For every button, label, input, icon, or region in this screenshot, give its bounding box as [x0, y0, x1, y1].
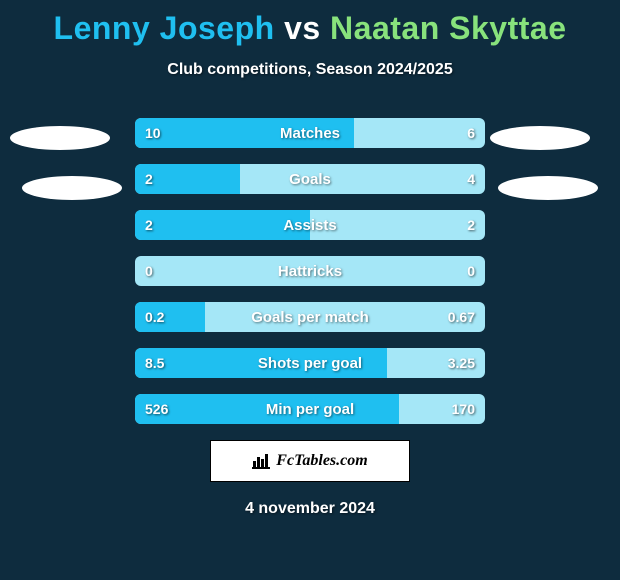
bar-label: Assists: [135, 210, 485, 240]
title-player1: Lenny Joseph: [54, 10, 275, 46]
side-ellipse: [22, 176, 122, 200]
stat-row: 0.20.67Goals per match: [135, 302, 485, 332]
chart-icon: [252, 453, 270, 469]
title-vs: vs: [284, 10, 321, 46]
side-ellipse: [498, 176, 598, 200]
bar-label: Goals: [135, 164, 485, 194]
stat-row: 106Matches: [135, 118, 485, 148]
subtitle: Club competitions, Season 2024/2025: [0, 61, 620, 79]
bars-container: 106Matches 24Goals 22Assists 00Hattricks 0.2…: [0, 118, 620, 424]
attribution-text: FcTables.com: [276, 452, 367, 470]
comparison-chart: 106Matches 24Goals 22Assists 00Hattricks 0.2…: [0, 118, 620, 440]
stat-row: 8.53.25Shots per goal: [135, 348, 485, 378]
stat-row: 526170Min per goal: [135, 394, 485, 424]
page-root: Lenny Joseph vs Naatan Skyttae Club comp…: [0, 0, 620, 580]
side-ellipse: [490, 126, 590, 150]
page-title: Lenny Joseph vs Naatan Skyttae: [0, 0, 620, 47]
stat-row: 00Hattricks: [135, 256, 485, 286]
stat-row: 22Assists: [135, 210, 485, 240]
title-player2: Naatan Skyttae: [330, 10, 566, 46]
bar-label: Shots per goal: [135, 348, 485, 378]
attribution-badge: FcTables.com: [210, 440, 410, 482]
bar-label: Min per goal: [135, 394, 485, 424]
side-ellipse: [10, 126, 110, 150]
date-text: 4 november 2024: [0, 500, 620, 518]
bar-label: Hattricks: [135, 256, 485, 286]
bar-label: Matches: [135, 118, 485, 148]
bar-label: Goals per match: [135, 302, 485, 332]
stat-row: 24Goals: [135, 164, 485, 194]
